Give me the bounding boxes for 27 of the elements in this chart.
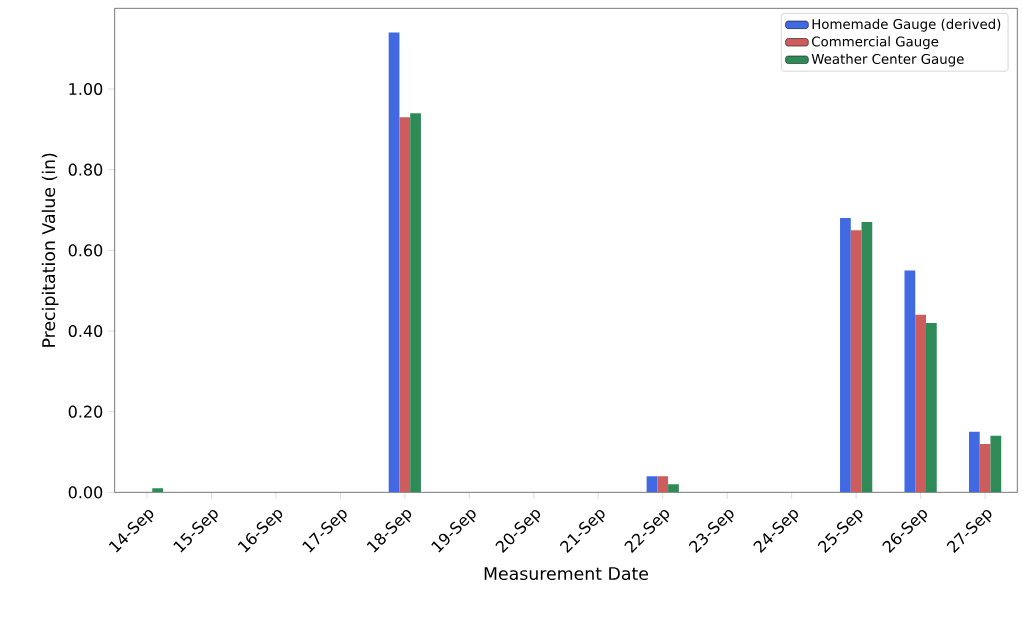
bar [990,435,1002,493]
y-tick-label: 1.00 [69,82,103,96]
bar [979,443,991,493]
legend-label: Homemade Gauge (derived) [812,18,1001,32]
y-tick-label: 0.60 [68,244,103,257]
y-tick-label: 0.00 [68,486,103,499]
bar [850,230,862,493]
x-axis-title: Measurement Date [484,567,649,581]
y-tick-label: 0.20 [68,405,103,418]
bar [968,431,980,493]
bar [861,222,873,493]
bar [925,322,937,493]
bar [410,113,421,493]
bar [840,218,851,493]
y-tick-label: 0.80 [68,163,103,176]
legend-label: Weather Center Gauge [811,53,964,67]
bar [668,484,679,493]
bar [646,476,658,493]
legend-label: Commercial Gauge [812,36,939,50]
y-tick-label: 0.40 [68,324,103,338]
bar [399,117,411,493]
y-axis-title: Precipitation Value (in) [41,153,59,347]
bar [915,314,926,493]
bar [152,488,164,493]
bar [388,32,400,493]
bar [904,270,916,493]
bar [657,476,669,493]
